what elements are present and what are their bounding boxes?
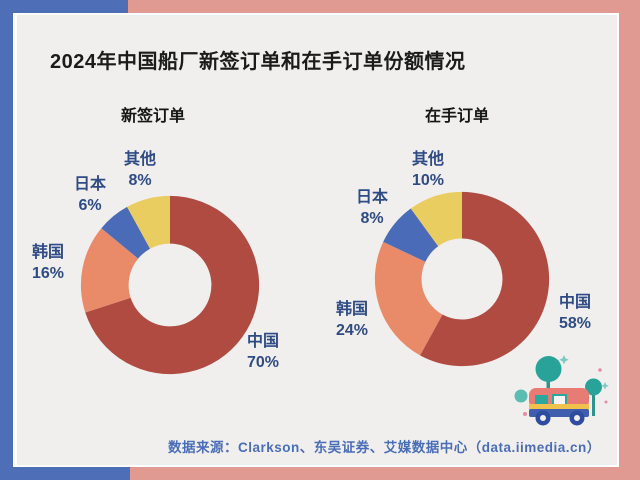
chart-title-new-orders: 新签订单 xyxy=(120,108,185,125)
label-new-orders-korea: 韩国 16% xyxy=(20,242,76,284)
label-value: 70% xyxy=(246,354,280,371)
label-on-hand-china: 中国 58% xyxy=(545,292,605,334)
label-name: 中国 xyxy=(246,333,279,350)
label-name: 日本 xyxy=(355,189,388,206)
donut-segment-其他 xyxy=(410,191,462,247)
frame-bar-bottom-pink xyxy=(130,467,640,480)
donut-segment-其他 xyxy=(127,195,170,249)
bush-icon xyxy=(514,389,528,403)
label-name: 韩国 xyxy=(31,244,64,261)
label-on-hand-korea: 韩国 24% xyxy=(322,299,382,341)
donut-segment-中国 xyxy=(85,195,260,375)
donut-segment-日本 xyxy=(383,208,439,262)
label-on-hand-other: 其他 10% xyxy=(400,149,456,191)
donut-segment-中国 xyxy=(420,191,550,367)
frame-bar-top-pink xyxy=(128,0,640,13)
label-value: 8% xyxy=(360,210,384,227)
label-value: 58% xyxy=(558,315,592,332)
label-value: 8% xyxy=(128,172,152,189)
label-value: 10% xyxy=(411,172,445,189)
donut-segment-韩国 xyxy=(80,228,139,313)
infographic-card: 2024年中国船厂新签订单和在手订单份额情况 新签订单 在手订单 其他 8% 日… xyxy=(17,15,617,465)
label-value: 6% xyxy=(78,197,102,214)
tree-small-icon xyxy=(585,378,602,416)
frame-bar-top-blue xyxy=(0,0,128,13)
frame-bar-right xyxy=(619,0,640,480)
frame-bar-left xyxy=(0,0,13,480)
label-new-orders-japan: 日本 6% xyxy=(64,174,116,216)
label-name: 其他 xyxy=(123,151,156,168)
label-new-orders-china: 中国 70% xyxy=(233,331,293,373)
sparkle-icons xyxy=(523,355,609,416)
frame-bar-bottom-blue xyxy=(0,467,130,480)
label-name: 韩国 xyxy=(335,301,368,318)
label-new-orders-other: 其他 8% xyxy=(112,149,168,191)
label-name: 其他 xyxy=(411,151,444,168)
chart-title-orders-on-hand: 在手订单 xyxy=(424,108,489,125)
label-on-hand-japan: 日本 8% xyxy=(346,187,398,229)
donut-chart-new-orders xyxy=(80,195,260,375)
label-value: 24% xyxy=(335,322,369,339)
donut-chart-orders-on-hand xyxy=(374,191,550,367)
data-source-note: 数据来源：Clarkson、东吴证券、艾媒数据中心（data.iimedia.c… xyxy=(168,440,601,455)
label-name: 日本 xyxy=(73,176,106,193)
mascot-truck-illustration xyxy=(514,355,609,426)
label-value: 16% xyxy=(31,265,65,282)
page-title: 2024年中国船厂新签订单和在手订单份额情况 xyxy=(50,51,466,73)
label-name: 中国 xyxy=(558,294,591,311)
donut-segment-韩国 xyxy=(374,241,443,356)
donut-segment-日本 xyxy=(101,206,151,259)
truck-icon xyxy=(529,388,589,426)
